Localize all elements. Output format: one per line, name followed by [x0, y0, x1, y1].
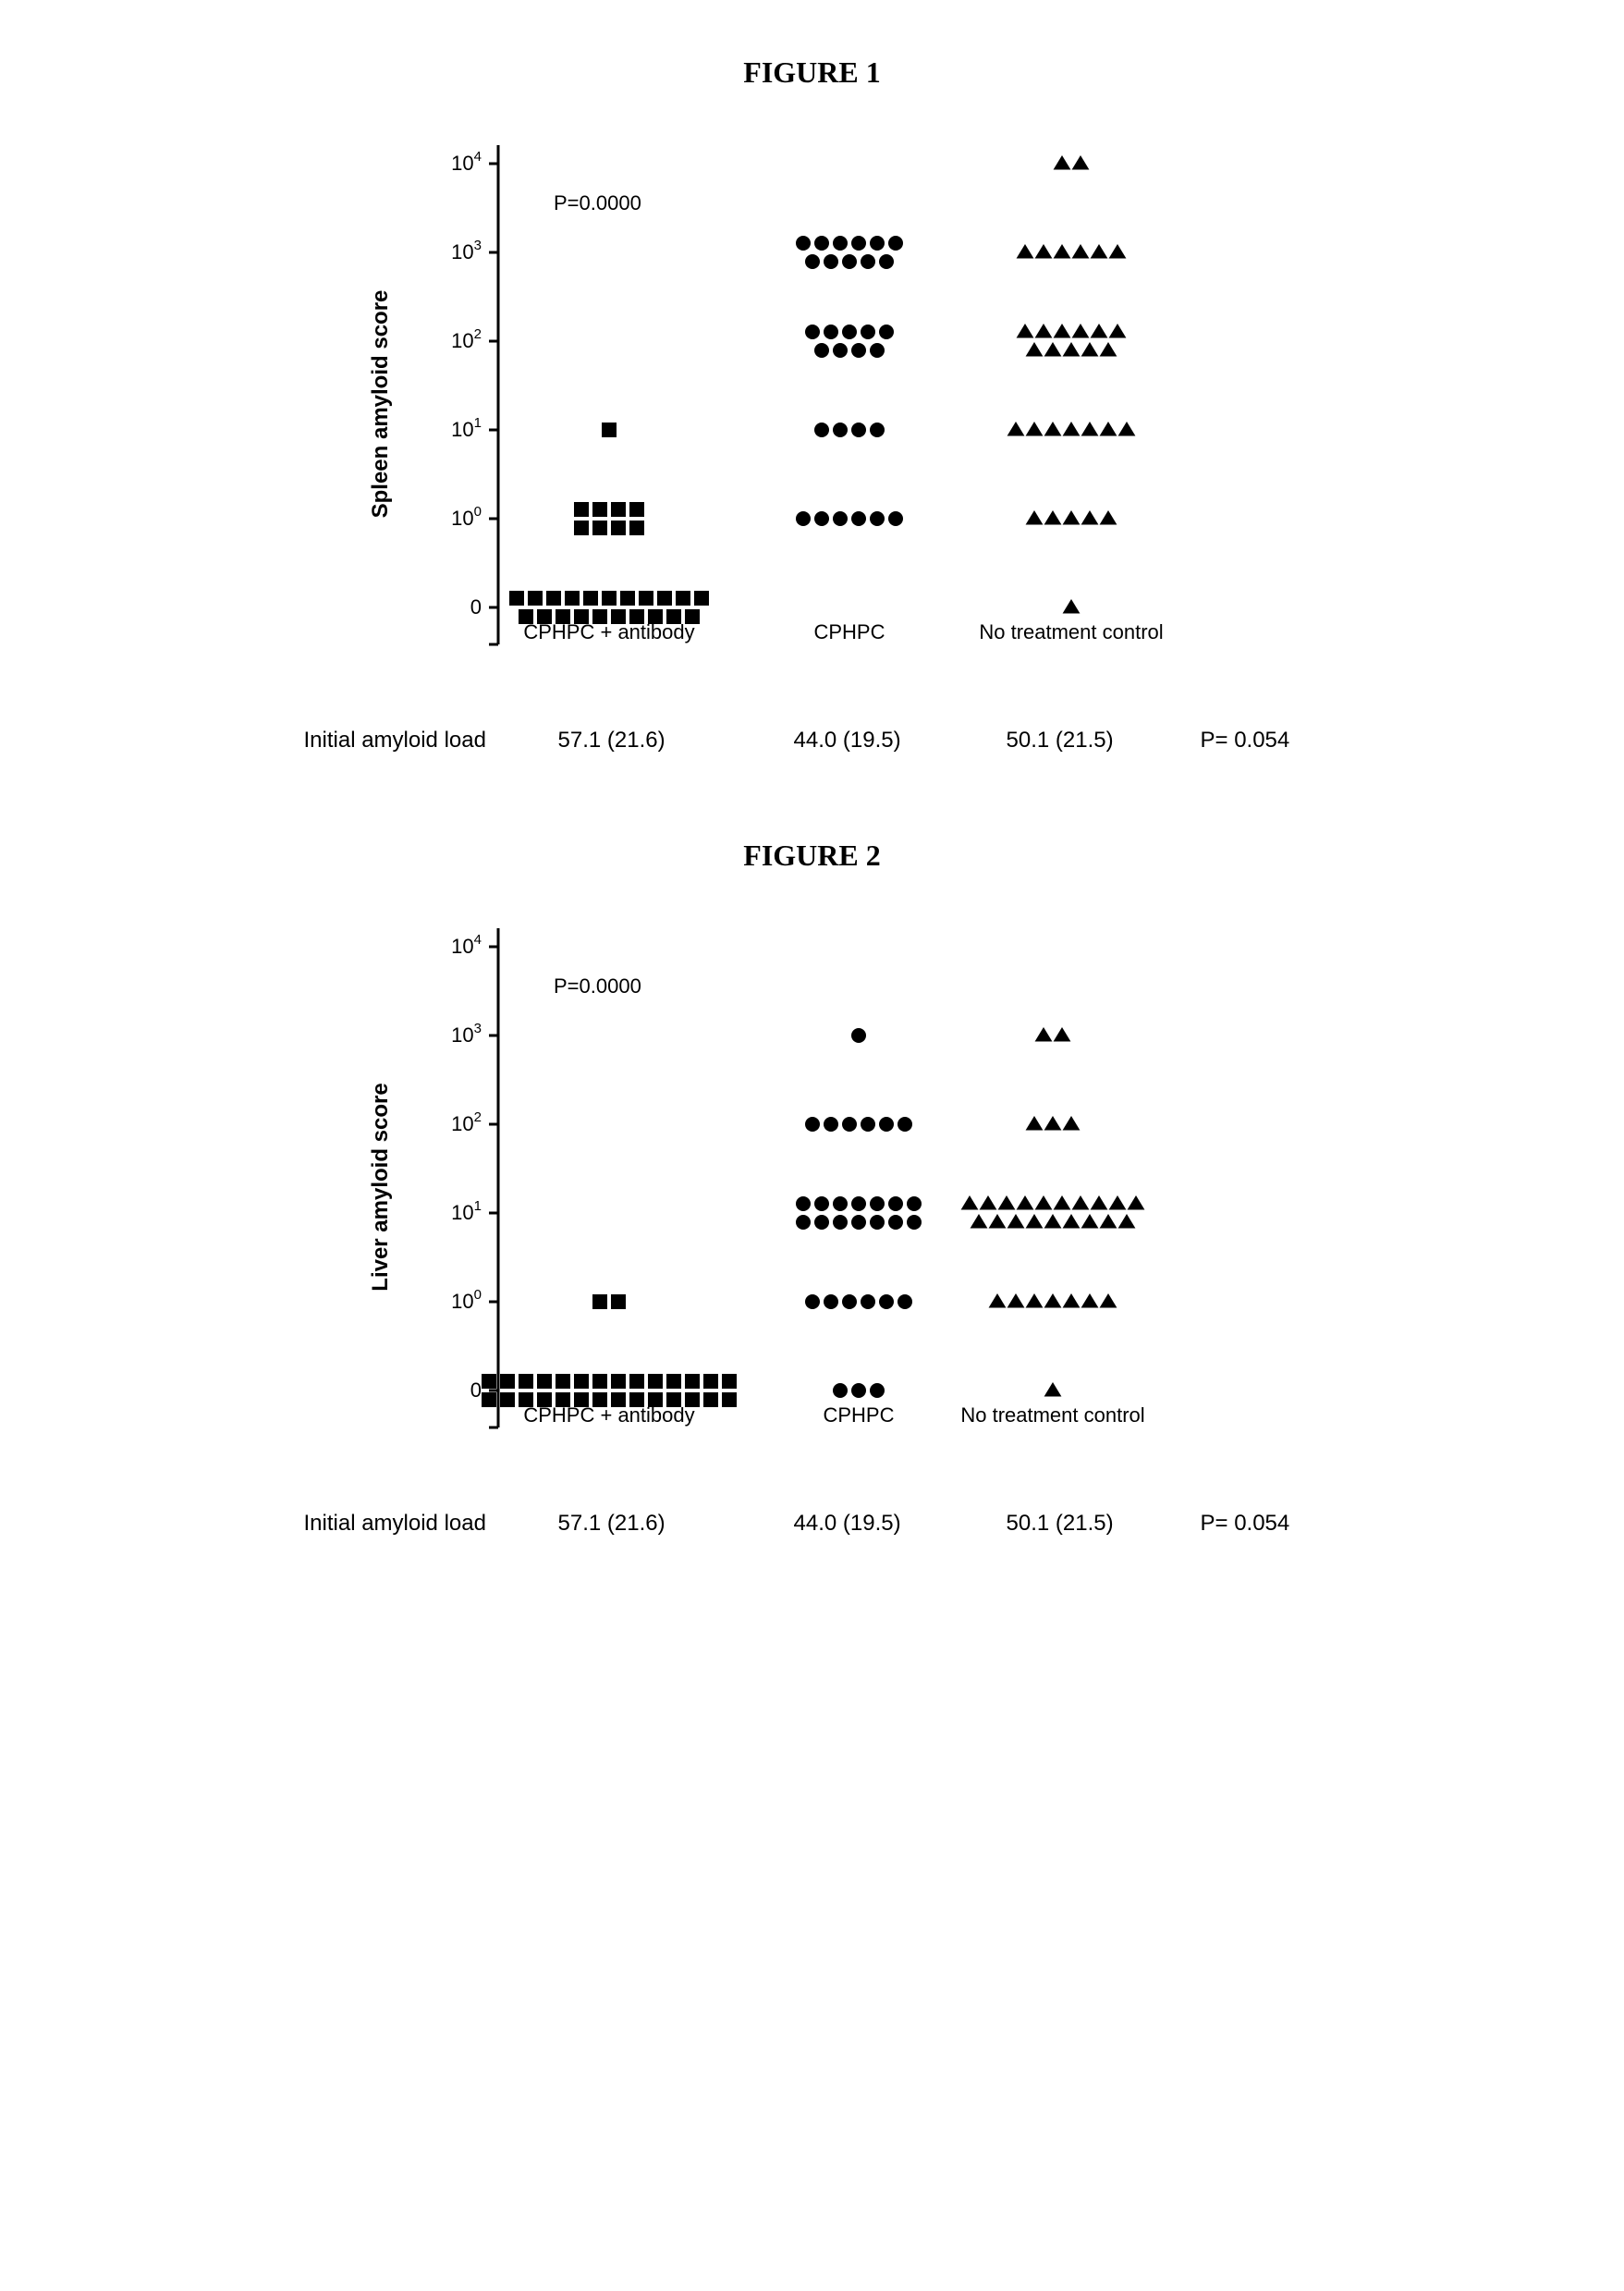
figure-1-title: FIGURE 1	[304, 55, 1321, 90]
figure-1-chart: 0 100 101 102 103 104 Spleen amyloid score P=0.…	[304, 127, 1321, 700]
bottom-p-value: P= 0.054	[1201, 728, 1290, 753]
svg-text:Liver amyloid score: Liver amyloid score	[368, 1083, 393, 1291]
group-1-initial-load: 57.1 (21.6)	[558, 1511, 665, 1537]
figure-2-chart: 0 100 101 102 103 104 Liver amyloid score P=0.0…	[304, 910, 1321, 1483]
figure-2-title: FIGURE 2	[304, 839, 1321, 873]
group-2-initial-load: 44.0 (19.5)	[794, 728, 901, 753]
group-3-initial-load: 50.1 (21.5)	[1007, 728, 1114, 753]
svg-text:104: 104	[451, 932, 482, 958]
figure-2-svg: 0 100 101 102 103 104 Liver amyloid score P=0.0…	[304, 910, 1265, 1483]
svg-text:103: 103	[451, 1021, 482, 1047]
svg-text:0: 0	[470, 595, 481, 619]
svg-text:CPHPC + antibody: CPHPC + antibody	[523, 620, 694, 643]
svg-text:P=0.0000: P=0.0000	[554, 974, 641, 998]
svg-text:102: 102	[451, 1109, 482, 1135]
svg-text:Spleen amyloid score: Spleen amyloid score	[368, 290, 393, 519]
bottom-p-value: P= 0.054	[1201, 1511, 1290, 1537]
group-1-initial-load: 57.1 (21.6)	[558, 728, 665, 753]
svg-text:No treatment control: No treatment control	[960, 1403, 1144, 1427]
svg-text:CPHPC: CPHPC	[823, 1403, 894, 1427]
page: FIGURE 1 0 100 101 102 103 104 Spleen amyloid …	[304, 55, 1321, 1548]
figure-2-bottom-row: Initial amyloid load 57.1 (21.6) 44.0 (1…	[304, 1511, 1321, 1548]
svg-text:No treatment control: No treatment control	[979, 620, 1163, 643]
svg-text:100: 100	[451, 1287, 482, 1313]
svg-text:0: 0	[470, 1378, 481, 1402]
figure-1-svg: 0 100 101 102 103 104 Spleen amyloid score P=0.…	[304, 127, 1265, 700]
svg-text:P=0.0000: P=0.0000	[554, 191, 641, 214]
svg-text:101: 101	[451, 415, 482, 441]
group-2-initial-load: 44.0 (19.5)	[794, 1511, 901, 1537]
svg-text:CPHPC: CPHPC	[813, 620, 885, 643]
svg-text:101: 101	[451, 1198, 482, 1224]
initial-amyloid-load-label: Initial amyloid load	[304, 1511, 486, 1537]
group-3-initial-load: 50.1 (21.5)	[1007, 1511, 1114, 1537]
svg-text:104: 104	[451, 149, 482, 175]
figure-1-bottom-row: Initial amyloid load 57.1 (21.6) 44.0 (1…	[304, 728, 1321, 765]
svg-text:103: 103	[451, 238, 482, 263]
initial-amyloid-load-label: Initial amyloid load	[304, 728, 486, 753]
svg-text:CPHPC + antibody: CPHPC + antibody	[523, 1403, 694, 1427]
svg-text:102: 102	[451, 326, 482, 352]
svg-text:100: 100	[451, 504, 482, 530]
